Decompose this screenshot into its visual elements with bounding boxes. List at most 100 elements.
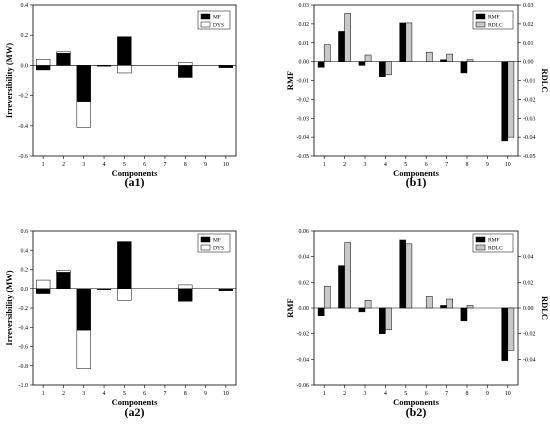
x-tick-label: 10 — [505, 391, 511, 397]
panel-caption: (a2) — [125, 405, 145, 419]
bar-rmf — [460, 61, 468, 74]
bar-rdlc — [466, 59, 474, 62]
legend-swatch-rmf — [475, 236, 486, 243]
bar-rdlc — [344, 13, 351, 62]
y-tick-label: 0.0 — [21, 287, 29, 293]
x-tick-label: 4 — [384, 162, 387, 168]
bar-rmf — [379, 61, 386, 77]
bar-rmf — [460, 307, 468, 322]
y-tick-label: 0.4 — [21, 3, 29, 9]
y-tick-label: -0.6 — [19, 154, 29, 160]
bar-rdlc — [425, 51, 433, 62]
y-right-tick-label: -0.04 — [523, 135, 536, 141]
x-tick-label: 6 — [143, 391, 146, 397]
x-axis-title: Components — [393, 168, 440, 178]
bar-mf — [76, 65, 91, 102]
bar-mf — [117, 241, 132, 289]
y-right-axis-title: RDLC — [540, 296, 550, 320]
legend-label-rdlc: RDLC — [488, 246, 503, 252]
legend-label-dys: DYS — [213, 246, 224, 252]
bar-rmf — [379, 307, 386, 334]
legend-swatch-mf — [200, 13, 211, 20]
x-tick-label: 5 — [404, 162, 407, 168]
y-right-tick-label: -0.02 — [523, 97, 536, 103]
bar-rmf — [338, 31, 345, 62]
bar-mf — [178, 65, 193, 78]
y-right-tick-label: 0.01 — [523, 41, 534, 47]
bar-dys — [35, 59, 51, 66]
bar-rmf — [358, 307, 366, 313]
legend-swatch-dys — [200, 244, 211, 251]
y-tick-label: -0.04 — [297, 357, 310, 363]
legend-swatch-rdlc — [475, 21, 486, 28]
y-tick-label: -0.02 — [297, 332, 310, 338]
bar-mf — [96, 65, 112, 67]
bar-dys — [35, 279, 51, 289]
y-right-tick-label: 0.03 — [523, 3, 534, 9]
legend-swatch-mf — [200, 236, 211, 243]
y-tick-label: 0.01 — [299, 41, 310, 47]
y-axis-title: RMF — [285, 71, 295, 90]
x-tick-label: 9 — [486, 162, 489, 168]
x-tick-label: 4 — [103, 162, 106, 168]
bar-rdlc — [425, 296, 433, 309]
x-tick-label: 2 — [62, 391, 65, 397]
y-tick-label: 0.04 — [299, 255, 310, 261]
bar-mf — [35, 65, 51, 71]
y-tick-label: 0.00 — [299, 306, 310, 312]
x-tick-label: 9 — [486, 391, 489, 397]
y-tick-label: -0.6 — [19, 345, 29, 351]
bar-mf — [218, 288, 234, 291]
x-tick-label: 10 — [223, 162, 229, 168]
x-axis-title: Components — [112, 168, 159, 178]
bar-rmf — [317, 307, 325, 316]
x-tick-label: 1 — [42, 162, 45, 168]
x-tick-label: 8 — [184, 391, 187, 397]
y-right-tick-label: 0.02 — [523, 280, 534, 286]
bar-rdlc — [385, 307, 392, 331]
bar-mf — [96, 288, 112, 290]
y-axis-title: RMF — [285, 298, 295, 317]
legend-label-rmf: RMF — [488, 15, 500, 21]
x-tick-label: 6 — [425, 391, 428, 397]
y-tick-label: -0.4 — [19, 124, 29, 130]
x-tick-label: 3 — [82, 162, 85, 168]
y-tick-label: -0.03 — [297, 116, 310, 122]
x-tick-label: 6 — [143, 162, 146, 168]
bar-rmf — [501, 61, 509, 142]
x-tick-label: 5 — [123, 391, 126, 397]
bar-rdlc — [364, 54, 372, 62]
bar-rmf — [440, 305, 447, 309]
x-tick-label: 7 — [163, 162, 166, 168]
x-tick-label: 3 — [364, 391, 367, 397]
bar-rdlc — [507, 61, 515, 138]
x-tick-label: 7 — [445, 162, 448, 168]
y-tick-label: 0.6 — [21, 229, 29, 235]
x-tick-label: 1 — [42, 391, 45, 397]
bar-rdlc — [405, 243, 413, 309]
bar-rmf — [440, 59, 447, 62]
x-tick-label: 7 — [163, 391, 166, 397]
y-tick-label: -0.04 — [297, 135, 310, 141]
legend-label-mf: MF — [213, 238, 221, 244]
panel-caption: (a1) — [125, 175, 145, 189]
bar-dys — [117, 288, 132, 301]
bar-dys — [178, 62, 193, 66]
bar-dys — [117, 65, 132, 74]
x-tick-label: 4 — [103, 391, 106, 397]
x-tick-label: 4 — [384, 391, 387, 397]
bar-mf — [117, 36, 132, 66]
x-tick-label: 6 — [425, 162, 428, 168]
y-right-tick-label: 0.02 — [523, 22, 534, 28]
y-tick-label: -0.4 — [19, 325, 29, 331]
y-tick-label: -0.06 — [297, 383, 310, 389]
legend-swatch-rmf — [475, 13, 486, 20]
y-tick-label: 0.2 — [21, 268, 29, 274]
y-tick-label: 0.03 — [299, 3, 310, 9]
legend-label-rmf: RMF — [488, 238, 500, 244]
bar-rmf — [399, 239, 407, 309]
panel-caption: (b2) — [406, 405, 427, 419]
y-tick-label: -0.05 — [297, 154, 310, 160]
legend-swatch-rdlc — [475, 244, 486, 251]
